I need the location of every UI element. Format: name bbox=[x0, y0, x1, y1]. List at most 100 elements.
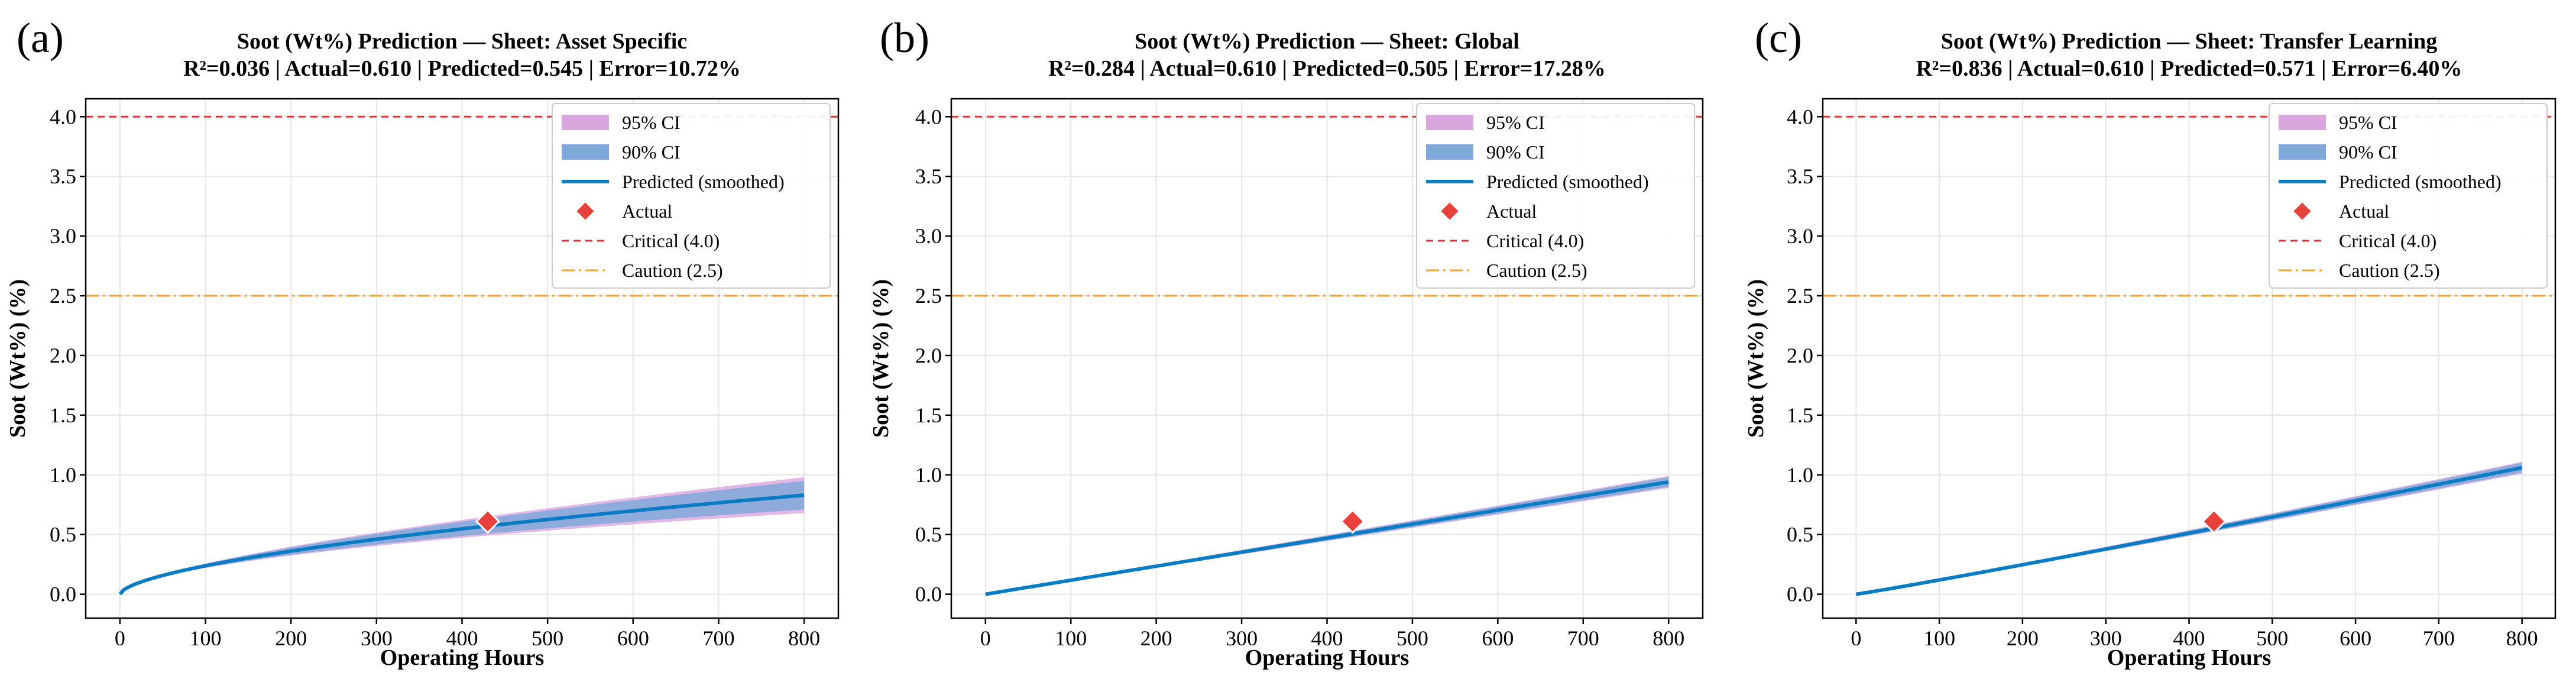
predicted-line bbox=[1855, 466, 2523, 596]
x-tick-label: 500 bbox=[532, 626, 563, 650]
legend-box bbox=[552, 103, 831, 289]
y-tick-label: 3.5 bbox=[50, 164, 76, 188]
panel-letter: (c) bbox=[1755, 14, 1802, 62]
chart-subtitle: R²=0.836 | Actual=0.610 | Predicted=0.57… bbox=[1916, 56, 2462, 81]
actual-point bbox=[475, 509, 501, 534]
chart-title: Soot (Wt%) Prediction — Sheet: Global bbox=[1135, 29, 1519, 54]
y-tick-label: 1.5 bbox=[50, 403, 76, 427]
grid bbox=[86, 99, 838, 618]
legend: 95% CI 90% CI Predicted (smoothed) Actual Cr… bbox=[552, 103, 831, 289]
y-tick-label: 1.0 bbox=[1787, 463, 1813, 487]
y-tick-label: 2.5 bbox=[1787, 284, 1813, 308]
legend-label-ci90: 90% CI bbox=[2339, 141, 2397, 163]
x-tick-label: 300 bbox=[361, 626, 393, 650]
y-tick-label: 0.5 bbox=[50, 523, 76, 547]
x-tick-label: 0 bbox=[115, 626, 125, 650]
y-tick-label: 3.0 bbox=[1787, 224, 1813, 248]
x-tick-label: 700 bbox=[1567, 626, 1599, 650]
x-tick-label: 600 bbox=[617, 626, 649, 650]
y-tick-label: 4.0 bbox=[50, 105, 76, 128]
y-tick-label: 0.5 bbox=[1787, 523, 1813, 547]
predicted-line bbox=[985, 480, 1669, 596]
legend-label-ci95: 95% CI bbox=[622, 112, 681, 133]
chart-panel-3: (c) Soot (Wt%) Prediction — Sheet: Transf… bbox=[1744, 14, 2556, 670]
x-tick-label: 800 bbox=[1652, 626, 1684, 650]
x-tick-label: 200 bbox=[2007, 626, 2039, 650]
x-tick-label: 500 bbox=[2256, 626, 2288, 650]
legend-swatch-actual bbox=[1439, 201, 1460, 222]
legend-label-caution: Caution (2.5) bbox=[622, 260, 723, 281]
y-tick-label: 3.5 bbox=[915, 164, 942, 188]
y-tick-label: 3.5 bbox=[1787, 164, 1813, 188]
x-tick-label: 400 bbox=[446, 626, 478, 650]
y-axis-label: Soot (Wt%) (%) bbox=[5, 279, 30, 438]
y-tick-label: 2.0 bbox=[1787, 344, 1813, 367]
chart-title: Soot (Wt%) Prediction — Sheet: Transfer … bbox=[1941, 29, 2437, 54]
y-tick-label: 3.0 bbox=[50, 224, 76, 248]
legend-swatch-actual bbox=[2292, 201, 2313, 222]
y-tick-label: 0.0 bbox=[50, 583, 76, 606]
y-tick-label: 2.0 bbox=[915, 344, 942, 367]
y-tick-label: 0.5 bbox=[915, 523, 942, 547]
legend-label-ci95: 95% CI bbox=[2339, 112, 2397, 133]
x-tick-label: 300 bbox=[2090, 626, 2122, 650]
x-tick-label: 800 bbox=[788, 626, 820, 650]
legend-label-predicted: Predicted (smoothed) bbox=[622, 171, 785, 192]
legend-label-predicted: Predicted (smoothed) bbox=[1486, 171, 1649, 192]
legend-label-ci90: 90% CI bbox=[1486, 141, 1545, 163]
legend-swatch-ci95 bbox=[562, 115, 609, 130]
legend-label-ci95: 95% CI bbox=[1486, 112, 1545, 133]
y-tick-label: 2.5 bbox=[915, 284, 942, 308]
x-axis-label: Operating Hours bbox=[380, 645, 545, 670]
actual-point bbox=[2201, 509, 2227, 534]
x-tick-label: 0 bbox=[1851, 626, 1861, 650]
legend-swatch-ci90 bbox=[2279, 144, 2326, 160]
x-tick-label: 600 bbox=[1482, 626, 1514, 650]
legend: 95% CI 90% CI Predicted (smoothed) Actual Cr… bbox=[2269, 103, 2548, 289]
x-tick-label: 0 bbox=[980, 626, 991, 650]
y-tick-label: 0.0 bbox=[915, 583, 942, 606]
chart-title: Soot (Wt%) Prediction — Sheet: Asset Spe… bbox=[237, 29, 687, 54]
legend-label-actual: Actual bbox=[1486, 201, 1537, 222]
legend-label-critical: Critical (4.0) bbox=[1486, 230, 1584, 251]
y-tick-label: 1.5 bbox=[915, 403, 942, 427]
legend-box bbox=[1416, 103, 1695, 289]
legend-label-caution: Caution (2.5) bbox=[2339, 260, 2440, 281]
chart-panel-1: (a) Soot (Wt%) Prediction — Sheet: Asset … bbox=[5, 14, 840, 670]
legend-label-actual: Actual bbox=[2339, 201, 2389, 222]
y-tick-label: 1.5 bbox=[1787, 403, 1813, 427]
x-tick-label: 100 bbox=[1055, 626, 1087, 650]
y-tick-label: 0.0 bbox=[1787, 583, 1813, 606]
x-tick-label: 300 bbox=[1226, 626, 1258, 650]
y-tick-label: 1.0 bbox=[50, 463, 76, 487]
y-tick-label: 2.0 bbox=[50, 344, 76, 367]
x-axis-label: Operating Hours bbox=[2107, 645, 2272, 670]
chart-subtitle: R²=0.036 | Actual=0.610 | Predicted=0.54… bbox=[183, 56, 741, 81]
legend-label-critical: Critical (4.0) bbox=[2339, 230, 2436, 251]
legend-swatch-ci90 bbox=[1426, 144, 1473, 160]
legend-swatch-ci95 bbox=[1426, 115, 1473, 130]
y-tick-label: 1.0 bbox=[915, 463, 942, 487]
legend-swatch-ci95 bbox=[2279, 115, 2326, 130]
x-tick-label: 400 bbox=[1311, 626, 1343, 650]
legend-label-predicted: Predicted (smoothed) bbox=[2339, 171, 2502, 192]
y-axis-label: Soot (Wt%) (%) bbox=[869, 279, 893, 438]
legend-swatch-actual bbox=[575, 201, 596, 222]
x-tick-label: 200 bbox=[275, 626, 307, 650]
chart-subtitle: R²=0.284 | Actual=0.610 | Predicted=0.50… bbox=[1048, 56, 1606, 81]
x-axis-label: Operating Hours bbox=[1245, 645, 1409, 670]
x-tick-label: 500 bbox=[1396, 626, 1428, 650]
panel-letter: (a) bbox=[17, 14, 64, 62]
x-tick-label: 100 bbox=[190, 626, 222, 650]
x-tick-label: 700 bbox=[702, 626, 734, 650]
legend-swatch-ci90 bbox=[562, 144, 609, 160]
y-tick-label: 2.5 bbox=[50, 284, 76, 308]
legend: 95% CI 90% CI Predicted (smoothed) Actual Cr… bbox=[1416, 103, 1695, 289]
y-tick-label: 4.0 bbox=[1787, 105, 1813, 128]
y-axis-label: Soot (Wt%) (%) bbox=[1744, 279, 1768, 438]
x-tick-label: 100 bbox=[1923, 626, 1955, 650]
panel-letter: (b) bbox=[880, 14, 929, 62]
x-tick-label: 800 bbox=[2506, 626, 2538, 650]
x-tick-label: 700 bbox=[2423, 626, 2455, 650]
